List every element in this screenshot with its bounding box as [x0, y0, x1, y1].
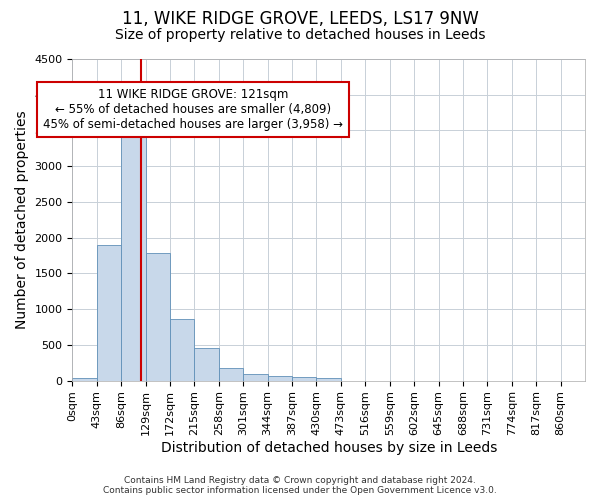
Bar — [243, 374, 268, 380]
Bar — [97, 245, 121, 380]
Bar — [170, 319, 194, 380]
Text: Size of property relative to detached houses in Leeds: Size of property relative to detached ho… — [115, 28, 485, 42]
Bar — [316, 378, 341, 380]
Bar — [121, 130, 146, 380]
Bar — [219, 368, 243, 380]
Text: Contains HM Land Registry data © Crown copyright and database right 2024.
Contai: Contains HM Land Registry data © Crown c… — [103, 476, 497, 495]
Bar — [292, 378, 316, 380]
Bar — [194, 348, 219, 380]
Text: 11 WIKE RIDGE GROVE: 121sqm
← 55% of detached houses are smaller (4,809)
45% of : 11 WIKE RIDGE GROVE: 121sqm ← 55% of det… — [43, 88, 343, 131]
Bar — [73, 378, 97, 380]
Text: 11, WIKE RIDGE GROVE, LEEDS, LS17 9NW: 11, WIKE RIDGE GROVE, LEEDS, LS17 9NW — [122, 10, 478, 28]
X-axis label: Distribution of detached houses by size in Leeds: Distribution of detached houses by size … — [161, 441, 497, 455]
Bar — [268, 376, 292, 380]
Bar — [146, 254, 170, 380]
Y-axis label: Number of detached properties: Number of detached properties — [15, 110, 29, 329]
